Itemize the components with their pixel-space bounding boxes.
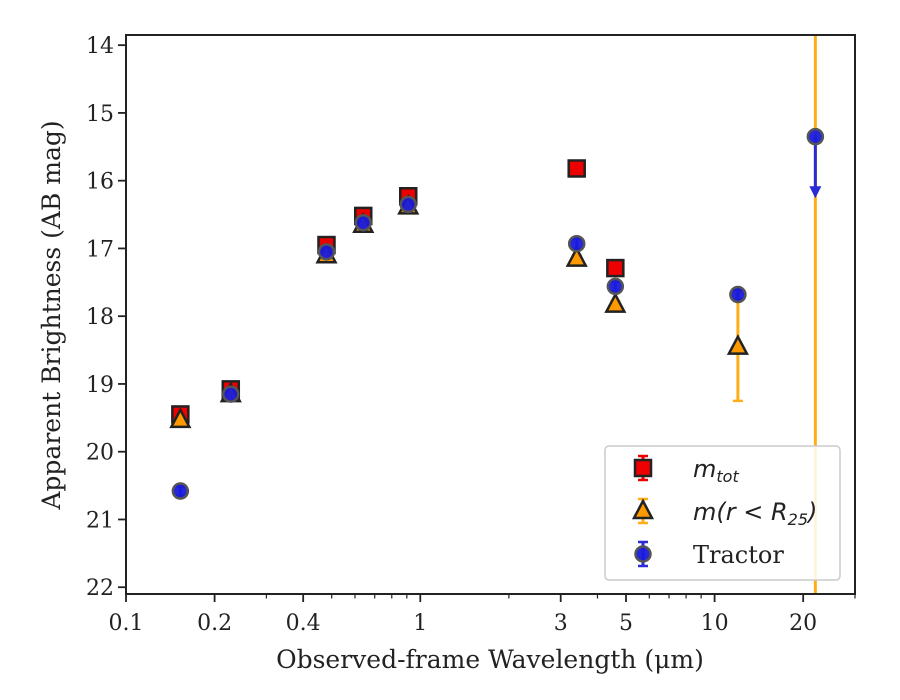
x-tick-label: 10: [701, 611, 729, 636]
data-point-circle: [317, 243, 336, 261]
legend-label: mtot: [693, 455, 739, 486]
y-tick-label: 19: [86, 373, 114, 398]
data-point-circle: [634, 545, 652, 563]
x-tick-label: 0.4: [286, 611, 321, 636]
data-point-circle: [222, 385, 240, 403]
y-tick-label: 21: [86, 508, 114, 533]
data-point-circle: [729, 285, 747, 304]
plot-content: [169, 35, 825, 594]
x-tick-label: 1: [413, 611, 427, 636]
data-point-triangle: [604, 292, 627, 313]
x-tick-label: 20: [789, 611, 817, 636]
data-point-circle: [606, 277, 625, 296]
legend-box: [604, 445, 841, 581]
legend-label: m(r < R25): [693, 498, 817, 529]
data-point-circle: [806, 127, 825, 146]
y-tick-label: 20: [86, 441, 114, 466]
y-axis-label: Apparent Brightness (AB mag): [37, 120, 66, 510]
x-axis-label: Observed-frame Wavelength (μm): [276, 645, 704, 674]
legend: mtot m(r < R25) Tractor: [604, 445, 841, 581]
data-point-square: [567, 159, 586, 178]
y-tick-label: 16: [86, 170, 114, 195]
data-point-circle: [567, 234, 586, 253]
plot-frame: [125, 34, 856, 595]
x-tick-label: 3: [554, 611, 568, 636]
x-tick-label: 0.2: [197, 611, 232, 636]
y-tick-label: 22: [86, 576, 114, 601]
data-point-circle: [171, 482, 190, 500]
data-point-triangle: [565, 245, 588, 267]
upper-limit-arrow: [809, 186, 822, 199]
y-tick-label: 18: [86, 305, 114, 330]
data-point-triangle: [169, 407, 192, 429]
data-point-circle: [354, 213, 373, 232]
x-tick-label: 0.1: [109, 611, 144, 636]
y-tick-label: 15: [86, 102, 114, 127]
data-point-square: [633, 458, 653, 478]
data-point-triangle: [631, 498, 655, 520]
x-tick-label: 5: [619, 611, 633, 636]
legend-label: Tractor: [693, 541, 784, 569]
data-point-circle: [399, 195, 417, 214]
data-layer: [169, 35, 825, 594]
y-tick-label: 17: [86, 237, 114, 262]
y-tick-label: 14: [86, 34, 114, 59]
axis-ticks: 0.1 0.2 0.4 1 3 5 10 20 14 15 16 17 18 19 20 21 22: [86, 34, 856, 636]
data-point-triangle: [726, 334, 749, 355]
data-point-square: [606, 258, 625, 278]
